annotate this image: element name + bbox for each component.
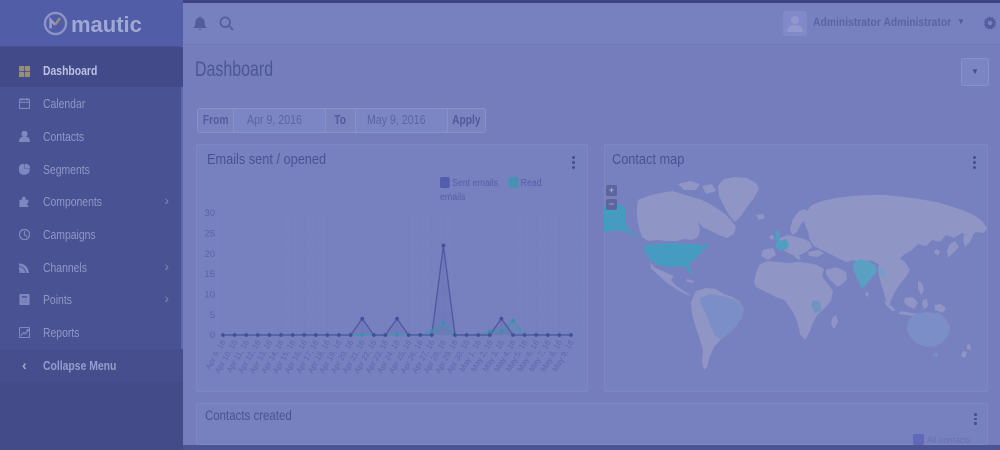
svg-text:10: 10 — [204, 290, 215, 301]
svg-text:20: 20 — [204, 249, 215, 260]
svg-text:25: 25 — [204, 229, 215, 240]
svg-text:15: 15 — [204, 269, 215, 280]
svg-text:5: 5 — [210, 310, 215, 321]
svg-text:30: 30 — [204, 208, 215, 219]
svg-text:0: 0 — [210, 330, 215, 341]
